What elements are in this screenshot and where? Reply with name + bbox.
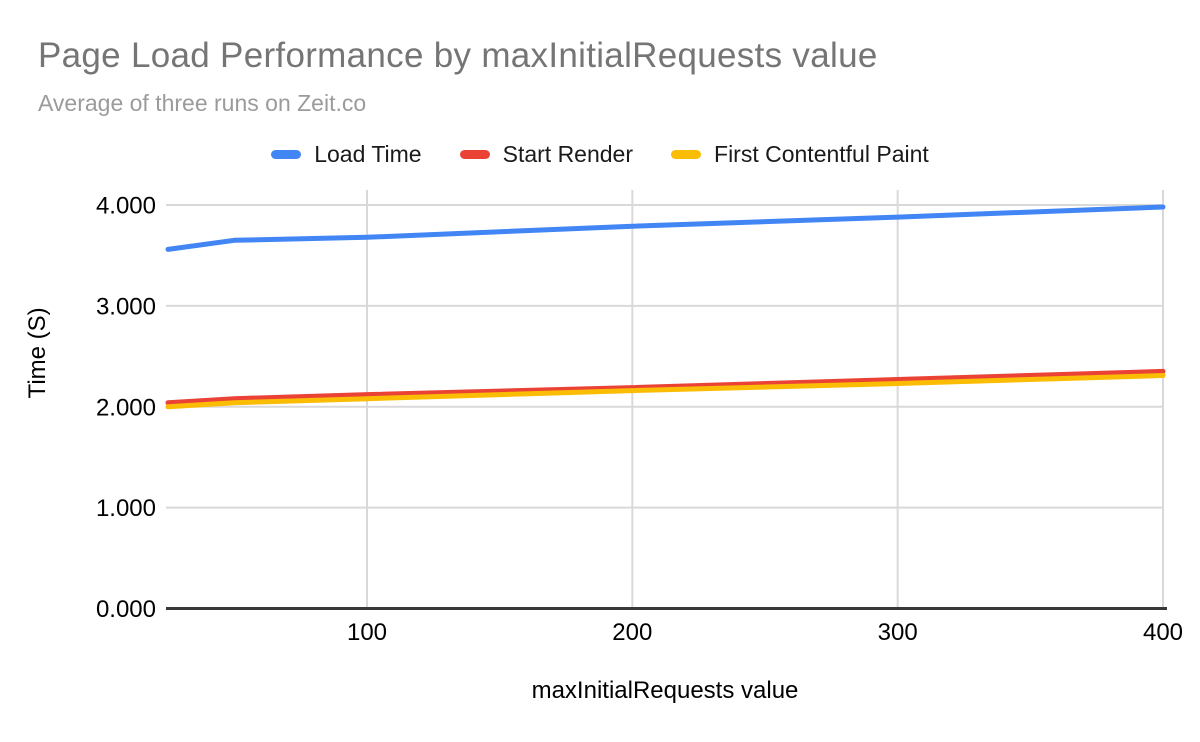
legend-swatch-first-contentful-paint <box>671 150 702 159</box>
x-tick-label-100: 100 <box>347 619 387 646</box>
y-tick-label-0.000: 0.000 <box>96 596 156 623</box>
chart-subtitle: Average of three runs on Zeit.co <box>38 90 367 116</box>
legend-swatch-start-render <box>459 150 490 159</box>
legend-item-first-contentful-paint: First Contentful Paint <box>671 141 929 168</box>
y-axis-title: Time (S) <box>24 307 51 399</box>
legend-label: First Contentful Paint <box>714 141 929 167</box>
y-tick-label-4.000: 4.000 <box>96 193 156 220</box>
x-tick-label-400: 400 <box>1143 619 1183 646</box>
legend-label: Load Time <box>314 141 422 167</box>
chart-title: Page Load Performance by maxInitialReque… <box>38 36 878 75</box>
legend: Load Time Start Render First Contentful Pa… <box>0 141 1200 168</box>
legend-item-load-time: Load Time <box>271 141 422 168</box>
series-line-load-time <box>165 204 1166 252</box>
legend-item-start-render: Start Render <box>459 141 634 168</box>
legend-label: Start Render <box>502 141 634 167</box>
y-tick-label-2.000: 2.000 <box>96 394 156 421</box>
y-tick-label-3.000: 3.000 <box>96 293 156 320</box>
series-line-start-render <box>165 368 1166 406</box>
legend-swatch-load-time <box>271 150 302 159</box>
series-line-first-contentful-paint <box>165 373 1166 410</box>
y-tick-label-1.000: 1.000 <box>96 495 156 522</box>
x-tick-label-300: 300 <box>878 619 918 646</box>
x-tick-label-200: 200 <box>612 619 652 646</box>
x-axis-title: maxInitialRequests value <box>531 677 799 704</box>
